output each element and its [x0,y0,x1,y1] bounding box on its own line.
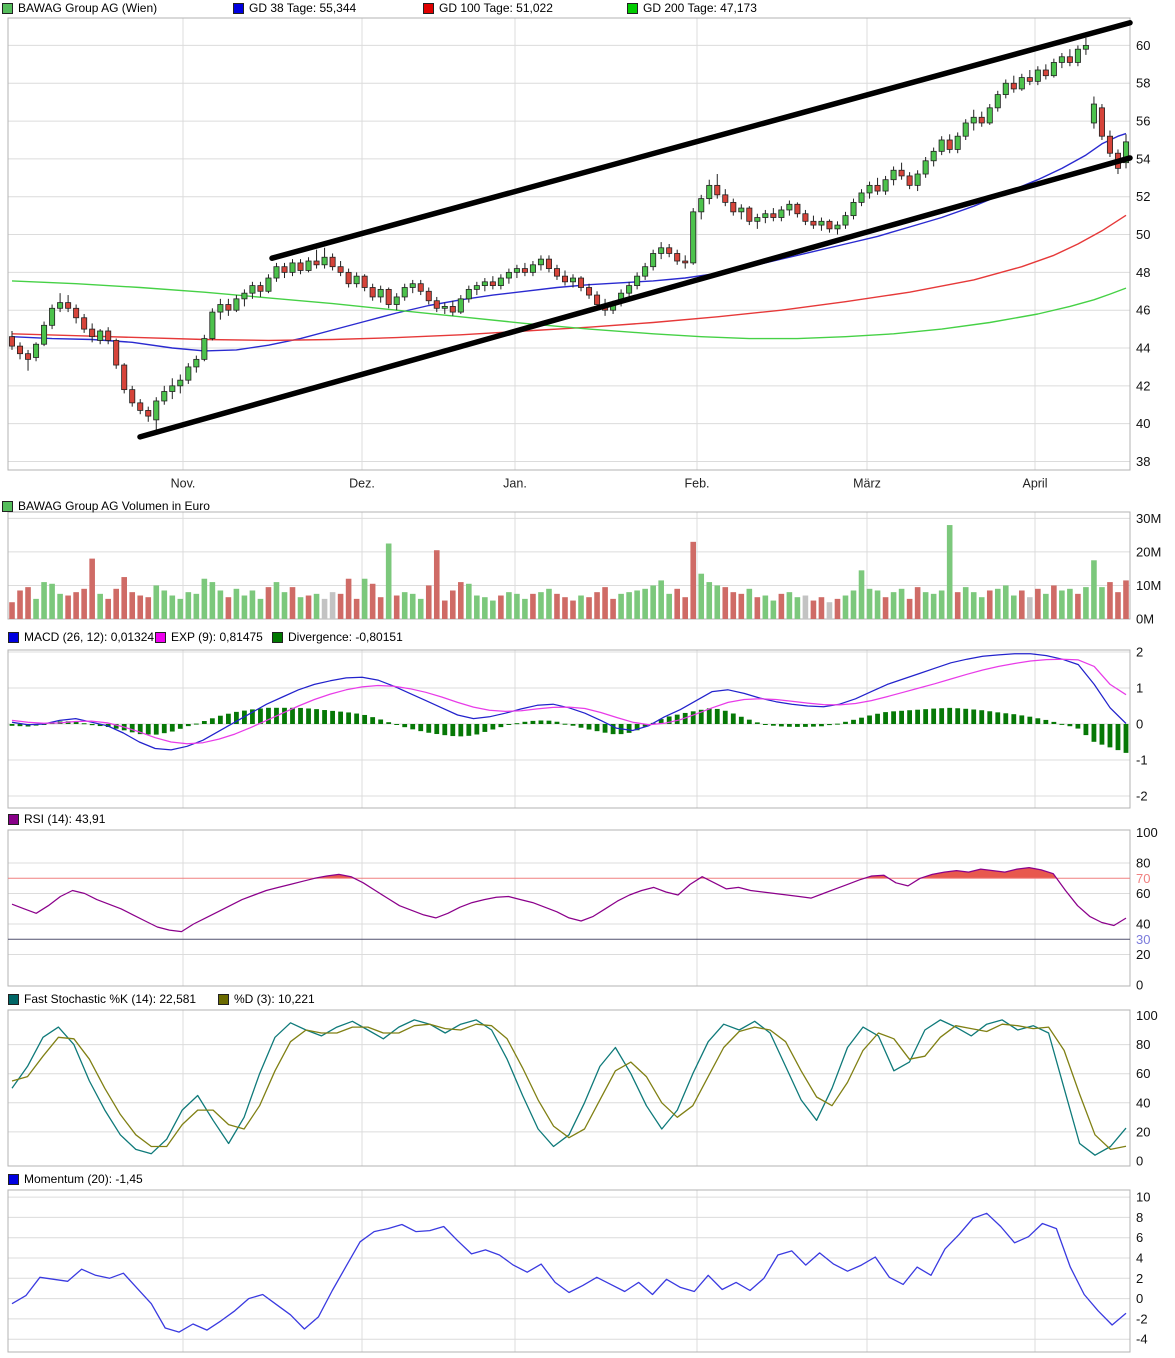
svg-text:2: 2 [1136,1271,1143,1286]
svg-text:46: 46 [1136,303,1150,318]
legend-item-gd38: GD 38 Tage: 55,344 [233,1,356,16]
svg-text:März: März [853,477,881,491]
gd100-label: GD 100 Tage: 51,022 [439,1,553,15]
stochastic-legend: Fast Stochastic %K (14): 22,581 %D (3): … [0,992,1175,1007]
legend-item-stoch-d: %D (3): 10,221 [218,992,315,1007]
svg-text:58: 58 [1136,76,1150,91]
svg-text:0: 0 [1136,1154,1143,1169]
svg-text:6: 6 [1136,1230,1143,1245]
svg-text:-2: -2 [1136,789,1148,804]
svg-text:Jan.: Jan. [503,477,527,491]
svg-text:54: 54 [1136,151,1150,166]
legend-item-volume: BAWAG Group AG Volumen in Euro [2,499,210,514]
svg-text:40: 40 [1136,1095,1150,1110]
gd200-label: GD 200 Tage: 47,173 [643,1,757,15]
svg-text:70: 70 [1136,871,1150,886]
svg-text:100: 100 [1136,825,1158,840]
svg-text:60: 60 [1136,886,1150,901]
svg-text:30: 30 [1136,932,1150,947]
svg-text:100: 100 [1136,1008,1158,1023]
macd-label: MACD (26, 12): 0,01324 [24,630,155,644]
rsi-legend: RSI (14): 43,91 [0,812,1175,827]
stoch-d-swatch-icon [218,994,229,1005]
stoch-k-label: Fast Stochastic %K (14): 22,581 [24,992,197,1006]
legend-item-gd100: GD 100 Tage: 51,022 [423,1,553,16]
svg-text:0: 0 [1136,978,1143,993]
gd200-swatch-icon [627,3,638,14]
gd38-label: GD 38 Tage: 55,344 [249,1,357,15]
svg-text:10: 10 [1136,1190,1150,1205]
svg-text:1: 1 [1136,681,1143,696]
divergence-label: Divergence: -0,80151 [288,630,403,644]
svg-text:30M: 30M [1136,511,1161,526]
exp-label: EXP (9): 0,81475 [171,630,263,644]
rsi-swatch-icon [8,814,19,825]
macd-legend: MACD (26, 12): 0,01324 EXP (9): 0,81475 … [0,630,1175,645]
legend-item-rsi: RSI (14): 43,91 [8,812,105,827]
gd38-swatch-icon [233,3,244,14]
svg-text:Feb.: Feb. [684,477,709,491]
volume-label: BAWAG Group AG Volumen in Euro [18,499,210,513]
svg-text:44: 44 [1136,341,1150,356]
svg-text:48: 48 [1136,265,1150,280]
svg-text:40: 40 [1136,917,1150,932]
svg-text:20M: 20M [1136,544,1161,559]
exp-swatch-icon [155,632,166,643]
momentum-legend: Momentum (20): -1,45 [0,1172,1175,1187]
symbol-label: BAWAG Group AG (Wien) [18,1,158,15]
svg-text:50: 50 [1136,227,1150,242]
divergence-swatch-icon [272,632,283,643]
svg-text:-4: -4 [1136,1332,1148,1347]
stoch-d-label: %D (3): 10,221 [234,992,315,1006]
legend-item-stoch-k: Fast Stochastic %K (14): 22,581 [8,992,196,1007]
legend-item-gd200: GD 200 Tage: 47,173 [627,1,757,16]
stoch-k-swatch-icon [8,994,19,1005]
symbol-swatch-icon [2,3,13,14]
svg-text:10M: 10M [1136,578,1161,593]
legend-item-symbol: BAWAG Group AG (Wien) [2,1,157,16]
svg-text:38: 38 [1136,454,1150,469]
momentum-label: Momentum (20): -1,45 [24,1172,143,1186]
volume-legend: BAWAG Group AG Volumen in Euro [0,499,1175,514]
svg-text:April: April [1022,477,1047,491]
rsi-label: RSI (14): 43,91 [24,812,106,826]
legend-item-macd: MACD (26, 12): 0,01324 [8,630,154,645]
svg-text:0: 0 [1136,1291,1143,1306]
svg-text:20: 20 [1136,947,1150,962]
legend-item-divergence: Divergence: -0,80151 [272,630,403,645]
main-chart-legend: BAWAG Group AG (Wien) GD 38 Tage: 55,344… [0,1,1175,16]
svg-text:42: 42 [1136,378,1150,393]
svg-text:-2: -2 [1136,1311,1148,1326]
macd-swatch-icon [8,632,19,643]
svg-text:52: 52 [1136,189,1150,204]
momentum-swatch-icon [8,1174,19,1185]
svg-text:Dez.: Dez. [349,477,375,491]
volume-swatch-icon [2,501,13,512]
svg-text:20: 20 [1136,1124,1150,1139]
svg-text:80: 80 [1136,856,1150,871]
svg-text:-1: -1 [1136,753,1148,768]
svg-text:8: 8 [1136,1210,1143,1225]
svg-text:2: 2 [1136,645,1143,660]
svg-text:56: 56 [1136,114,1150,129]
svg-text:60: 60 [1136,1066,1150,1081]
svg-text:4: 4 [1136,1251,1143,1266]
gd100-swatch-icon [423,3,434,14]
svg-text:Nov.: Nov. [171,477,196,491]
svg-text:0: 0 [1136,717,1143,732]
svg-text:60: 60 [1136,38,1150,53]
svg-text:80: 80 [1136,1037,1150,1052]
svg-text:40: 40 [1136,416,1150,431]
legend-item-momentum: Momentum (20): -1,45 [8,1172,143,1187]
legend-item-exp: EXP (9): 0,81475 [155,630,263,645]
svg-text:0M: 0M [1136,612,1154,627]
